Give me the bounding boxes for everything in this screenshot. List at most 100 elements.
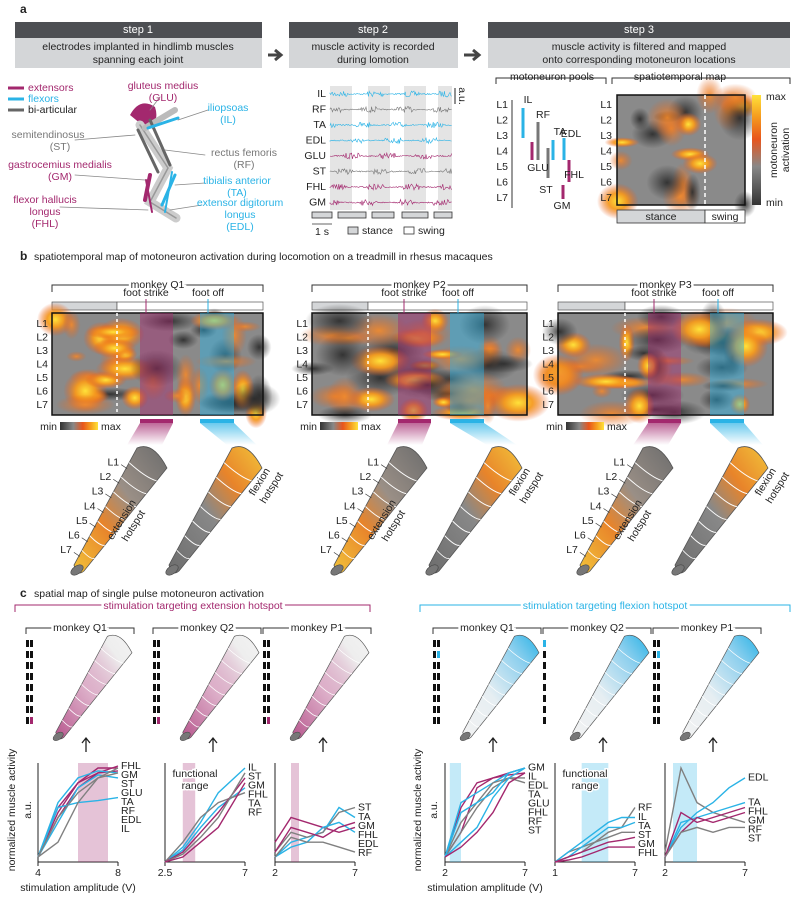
monkey-label: monkey Q2 bbox=[180, 622, 234, 634]
electrode bbox=[653, 662, 656, 669]
segment-line bbox=[81, 684, 99, 696]
electrode bbox=[267, 640, 270, 647]
foot-off-label: foot off bbox=[442, 287, 474, 299]
legend-label: flexors bbox=[28, 93, 59, 105]
series-label: FHL bbox=[638, 847, 658, 859]
segment-line bbox=[68, 708, 82, 717]
pool-label: TA bbox=[554, 126, 567, 138]
cord-tip bbox=[569, 731, 581, 741]
electrode bbox=[657, 640, 660, 647]
segment-line bbox=[357, 520, 376, 533]
electrode bbox=[263, 717, 266, 724]
x-tick-label: 7 bbox=[242, 867, 248, 879]
segment-line bbox=[341, 550, 355, 559]
series-line bbox=[664, 777, 746, 858]
group-bracket bbox=[419, 604, 791, 612]
functional-range bbox=[673, 763, 697, 862]
segment-tick bbox=[81, 537, 88, 543]
series-line bbox=[164, 792, 246, 863]
x-axis-label: stimulation amplitude (V) bbox=[20, 882, 136, 894]
electrode bbox=[263, 695, 266, 702]
monkey-label: monkey Q1 bbox=[53, 622, 107, 634]
heatmap-blob bbox=[682, 153, 718, 174]
monkey-bracket bbox=[152, 627, 262, 634]
segment-line bbox=[208, 684, 226, 696]
segment-line bbox=[501, 660, 523, 675]
series-label: ST bbox=[248, 771, 262, 783]
pool-label: FHL bbox=[564, 169, 584, 181]
heatmap-blob bbox=[208, 368, 237, 402]
functional-range bbox=[291, 763, 299, 862]
heatmap-blob bbox=[139, 311, 200, 332]
heatmap-blob bbox=[637, 352, 660, 380]
segment-line bbox=[184, 535, 200, 546]
monkey-label: monkey P2 bbox=[393, 279, 446, 291]
series-line bbox=[444, 777, 525, 858]
segment-line bbox=[721, 660, 743, 675]
segment-label: L2 bbox=[606, 471, 618, 483]
spinal-cord bbox=[179, 634, 260, 741]
heatmap-blob bbox=[246, 334, 272, 361]
heatmap-blob bbox=[305, 303, 374, 339]
y-axis-label: normalized muscle activity bbox=[412, 748, 424, 871]
panel-b-maps bbox=[37, 284, 788, 576]
colorbar-max: max bbox=[361, 421, 382, 433]
segment-tick bbox=[105, 493, 112, 499]
segment-label: L3 bbox=[496, 130, 508, 142]
panel-c-charts bbox=[25, 627, 762, 866]
series-line bbox=[444, 772, 526, 858]
segment-label: L2 bbox=[100, 471, 112, 483]
segment-line bbox=[604, 672, 624, 685]
segment-line bbox=[105, 506, 126, 520]
monkey-bracket bbox=[51, 284, 264, 292]
series-line bbox=[274, 821, 356, 858]
strike-bar bbox=[140, 419, 173, 423]
segment-line bbox=[227, 648, 251, 664]
electrode bbox=[157, 695, 160, 702]
series-label: RF bbox=[748, 823, 762, 835]
cord-tip bbox=[165, 564, 179, 576]
series-line bbox=[37, 770, 119, 858]
segment-line bbox=[365, 506, 386, 520]
series-line bbox=[274, 836, 356, 858]
segment-line bbox=[714, 672, 734, 685]
electrode bbox=[653, 695, 656, 702]
monkey-bracket bbox=[25, 627, 135, 634]
electrode bbox=[153, 640, 156, 647]
muscle-label: rectus femoris bbox=[211, 147, 277, 159]
electrode bbox=[437, 651, 440, 658]
segment-line bbox=[591, 696, 607, 706]
segment-label: L1 bbox=[613, 456, 625, 468]
segment-line bbox=[483, 462, 512, 482]
trace-label: GM bbox=[309, 196, 326, 208]
series-label: RF bbox=[638, 801, 652, 813]
electrode bbox=[263, 706, 266, 713]
spinal-cord bbox=[576, 446, 674, 576]
segment-line bbox=[113, 491, 136, 508]
heatmap-blob bbox=[713, 83, 758, 112]
cord-body bbox=[168, 446, 263, 574]
segment-label: L5 bbox=[496, 161, 508, 173]
cord-tip bbox=[70, 564, 84, 576]
segment-line bbox=[688, 720, 700, 728]
segment-label: L6 bbox=[496, 176, 508, 188]
segment-line bbox=[87, 672, 107, 685]
segment-label: L4 bbox=[296, 358, 308, 370]
heatmap-blob bbox=[642, 400, 707, 425]
series-line bbox=[164, 787, 246, 863]
segment-line bbox=[100, 648, 124, 664]
segment-label: L2 bbox=[600, 114, 612, 126]
y-axis-label: normalized muscle activity bbox=[6, 748, 18, 871]
stim-arrow bbox=[81, 736, 91, 752]
segment-line bbox=[188, 720, 200, 728]
muscle-label: longus bbox=[30, 206, 61, 218]
spinal-cord bbox=[165, 446, 263, 576]
electrode bbox=[153, 695, 156, 702]
trace-label: IL bbox=[317, 88, 326, 100]
segment-line bbox=[215, 476, 242, 495]
electrode bbox=[267, 662, 270, 669]
electrode bbox=[543, 662, 546, 669]
electrode bbox=[437, 662, 440, 669]
heatmap-blob bbox=[422, 349, 463, 360]
annotation: functional bbox=[173, 768, 218, 780]
